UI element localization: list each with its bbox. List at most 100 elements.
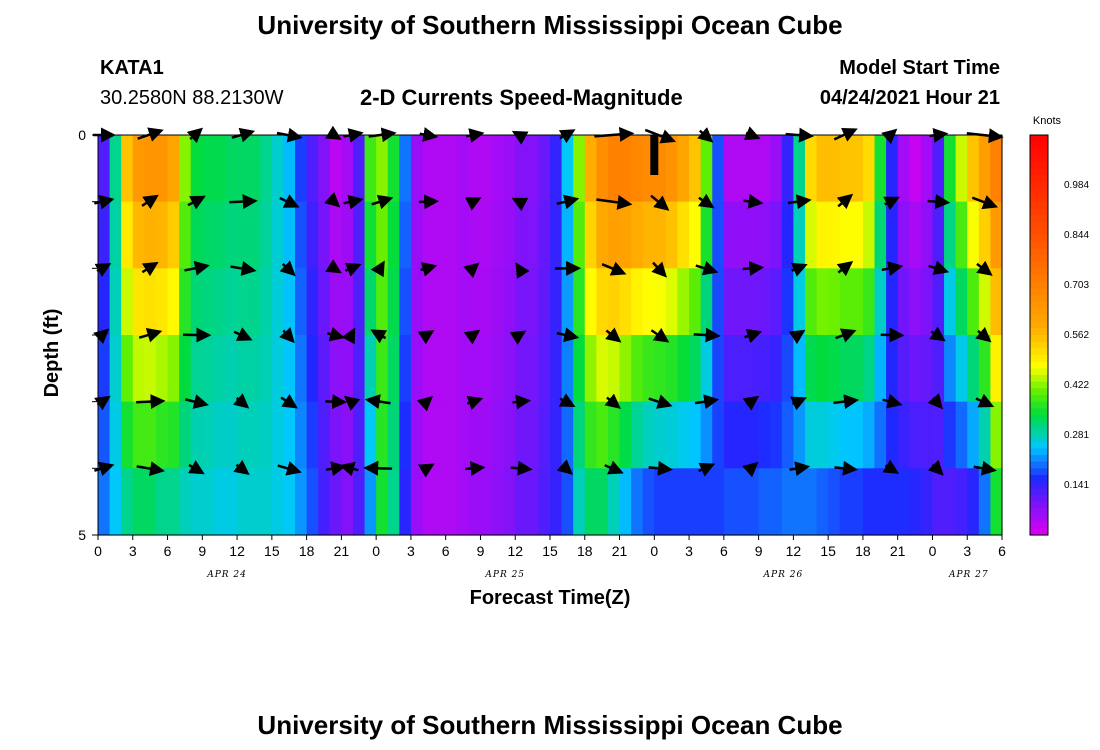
current-vector (341, 327, 356, 345)
heatmap-cell (399, 335, 412, 403)
heatmap-cell (920, 335, 934, 403)
heatmap-cell (665, 268, 679, 336)
x-tick-label: 18 (577, 543, 593, 559)
current-vector (280, 394, 298, 409)
y-tick-label: 5 (78, 527, 86, 543)
current-vector (648, 394, 673, 409)
heatmap-cell (213, 201, 227, 269)
colorbar-frame (1029, 134, 1049, 536)
heatmap-cell (387, 268, 400, 336)
heatmap-cell (109, 268, 122, 336)
heatmap-cell (978, 268, 992, 336)
heatmap-cell (248, 401, 261, 469)
colorbar-segment (1030, 375, 1048, 383)
heatmap-cell (155, 335, 169, 403)
heatmap-cell (909, 401, 922, 469)
heatmap-cell (607, 401, 621, 469)
heatmap-cell (990, 135, 1003, 203)
colorbar-segment (1030, 321, 1048, 329)
heatmap-cell (550, 335, 563, 403)
heatmap-cell (920, 468, 934, 536)
heatmap-cell (654, 268, 667, 336)
heatmap-cell (318, 268, 331, 336)
heatmap-cell (839, 135, 852, 203)
heatmap-cell (283, 468, 296, 536)
heatmap-cell (271, 268, 285, 336)
colorbar-segment (1030, 168, 1048, 176)
heatmap-cell (886, 335, 899, 403)
heatmap-cell (944, 401, 957, 469)
heatmap-cell (237, 335, 250, 403)
heatmap-cell (804, 201, 818, 269)
colorbar-tick-label: 0.141 (1064, 480, 1089, 491)
heatmap-cell (874, 268, 887, 336)
current-vector (927, 393, 944, 410)
x-tick-label: 15 (542, 543, 558, 559)
current-vector (744, 328, 763, 344)
current-vector (650, 327, 670, 343)
heatmap-cell (573, 335, 586, 403)
heatmap-cell (596, 201, 609, 269)
heatmap-cell (978, 401, 992, 469)
colorbar-segment (1030, 428, 1048, 436)
heatmap-cell (237, 201, 250, 269)
heatmap-cell (190, 335, 203, 403)
colorbar-segment (1030, 368, 1048, 376)
heatmap-cell (202, 201, 215, 269)
heatmap-cell (955, 468, 968, 536)
heatmap-cell (561, 201, 574, 269)
heatmap-cell (306, 135, 319, 203)
heatmap-cell (770, 401, 783, 469)
heatmap-cell (248, 268, 261, 336)
heatmap-cell (781, 401, 794, 469)
heatmap-cell (758, 468, 771, 536)
current-vector (279, 194, 300, 208)
heatmap-cell (561, 401, 574, 469)
heatmap-cell (967, 268, 980, 336)
current-vector (556, 194, 580, 210)
heatmap-cell (793, 201, 806, 269)
heatmap-cell (561, 135, 574, 203)
heatmap-cell (109, 401, 122, 469)
heatmap-cell (283, 401, 296, 469)
current-vector (790, 262, 808, 277)
heatmap-cell (955, 268, 968, 336)
heatmap-cell (410, 401, 424, 469)
colorbar-segment (1030, 408, 1048, 416)
heatmap-cell (434, 401, 447, 469)
colorbar-segment (1030, 508, 1048, 516)
heatmap-cell (747, 201, 760, 269)
heatmap-cell (758, 135, 771, 203)
heatmap-cell (445, 468, 458, 536)
heatmap-cell (376, 468, 389, 536)
heatmap-cell (723, 135, 737, 203)
current-vector (371, 194, 394, 210)
current-vector (343, 194, 364, 210)
heatmap-cell (607, 201, 621, 269)
heatmap-cell (387, 201, 400, 269)
heatmap-cell (399, 201, 412, 269)
heatmap-cell (480, 135, 493, 203)
heatmap-cell (422, 335, 435, 403)
colorbar-segment (1030, 475, 1048, 483)
heatmap-cell (712, 135, 725, 203)
current-vector (697, 193, 715, 209)
heatmap-cell (781, 135, 794, 203)
colorbar-segment (1030, 521, 1048, 529)
heatmap-cell (758, 401, 771, 469)
heatmap-cell (665, 335, 679, 403)
heatmap-cell (121, 401, 134, 469)
heatmap-cell (862, 135, 876, 203)
model-start-label: Model Start Time (839, 57, 1000, 79)
colorbar-segment (1030, 208, 1048, 216)
heatmap-cell (909, 268, 922, 336)
heatmap-cell (538, 335, 551, 403)
heatmap-cell (920, 401, 934, 469)
heatmap-cell (468, 468, 482, 536)
heatmap-cell (492, 401, 505, 469)
x-tick-label: 9 (477, 543, 485, 559)
heatmap-cell (121, 201, 134, 269)
colorbar-segment (1030, 481, 1048, 489)
heatmap-cell (932, 401, 945, 469)
heatmap-cell (619, 201, 632, 269)
